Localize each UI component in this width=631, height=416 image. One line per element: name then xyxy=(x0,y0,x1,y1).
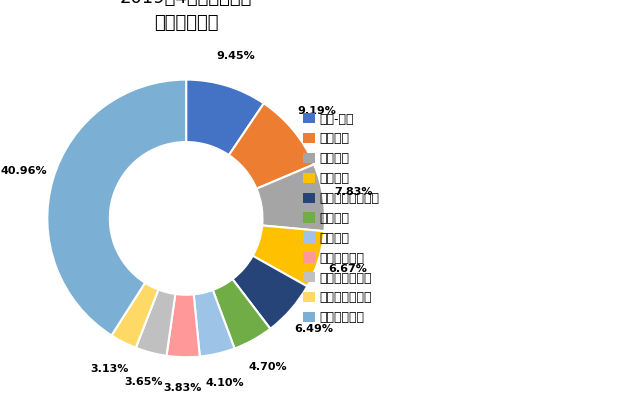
Text: 6.49%: 6.49% xyxy=(295,324,334,334)
Wedge shape xyxy=(232,256,307,329)
Wedge shape xyxy=(213,279,270,349)
Text: 3.13%: 3.13% xyxy=(90,364,129,374)
Wedge shape xyxy=(256,164,325,231)
Title: 2019年4月多缸汽油机
企业市场分布: 2019年4月多缸汽油机 企业市场分布 xyxy=(120,0,252,32)
Legend: 一汽-大众, 上通五菱, 浙江吉利, 东风日产, 上海大众动力总成, 蜂巢动力, 长安汽车, 东风本田汽车, 上通武汉分公司, 东风本田发动机, 其他企业合计: 一汽-大众, 上通五菱, 浙江吉利, 东风日产, 上海大众动力总成, 蜂巢动力,… xyxy=(304,112,380,324)
Wedge shape xyxy=(112,283,158,348)
Text: 7.83%: 7.83% xyxy=(334,188,373,198)
Text: 4.10%: 4.10% xyxy=(205,379,244,389)
Wedge shape xyxy=(136,290,175,356)
Text: 3.83%: 3.83% xyxy=(163,383,202,393)
Text: 9.19%: 9.19% xyxy=(297,106,336,116)
Wedge shape xyxy=(253,225,324,286)
Wedge shape xyxy=(194,290,235,357)
Wedge shape xyxy=(47,79,186,335)
Wedge shape xyxy=(167,294,200,357)
Text: 4.70%: 4.70% xyxy=(249,362,287,372)
Wedge shape xyxy=(186,79,264,155)
Text: 3.65%: 3.65% xyxy=(124,377,162,387)
Text: 40.96%: 40.96% xyxy=(0,166,47,176)
Wedge shape xyxy=(229,103,314,189)
Text: 6.67%: 6.67% xyxy=(328,264,367,274)
Text: 9.45%: 9.45% xyxy=(216,52,255,62)
